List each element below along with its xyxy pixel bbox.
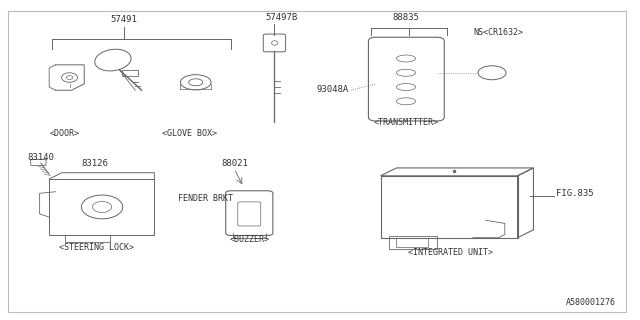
Text: <INTEGRATED UNIT>: <INTEGRATED UNIT> [408, 248, 493, 257]
Text: 93048A: 93048A [316, 85, 349, 94]
Text: <DOOR>: <DOOR> [50, 129, 80, 138]
Text: 83126: 83126 [81, 159, 108, 168]
Text: <STEERING LOCK>: <STEERING LOCK> [60, 244, 134, 252]
Text: 83140: 83140 [27, 153, 54, 162]
Text: <TRANSMITTER>: <TRANSMITTER> [374, 118, 438, 127]
Text: A580001276: A580001276 [566, 298, 616, 307]
Text: 57491: 57491 [110, 15, 137, 24]
Text: 57497B: 57497B [266, 13, 298, 22]
Text: FENDER BRKT: FENDER BRKT [178, 194, 233, 203]
Text: <BUZZER>: <BUZZER> [229, 236, 269, 244]
Text: <GLOVE BOX>: <GLOVE BOX> [162, 129, 217, 138]
Text: NS<CR1632>: NS<CR1632> [473, 28, 523, 37]
Text: FIG.835: FIG.835 [556, 189, 593, 198]
Text: 88835: 88835 [392, 13, 419, 22]
Text: 88021: 88021 [221, 159, 248, 168]
